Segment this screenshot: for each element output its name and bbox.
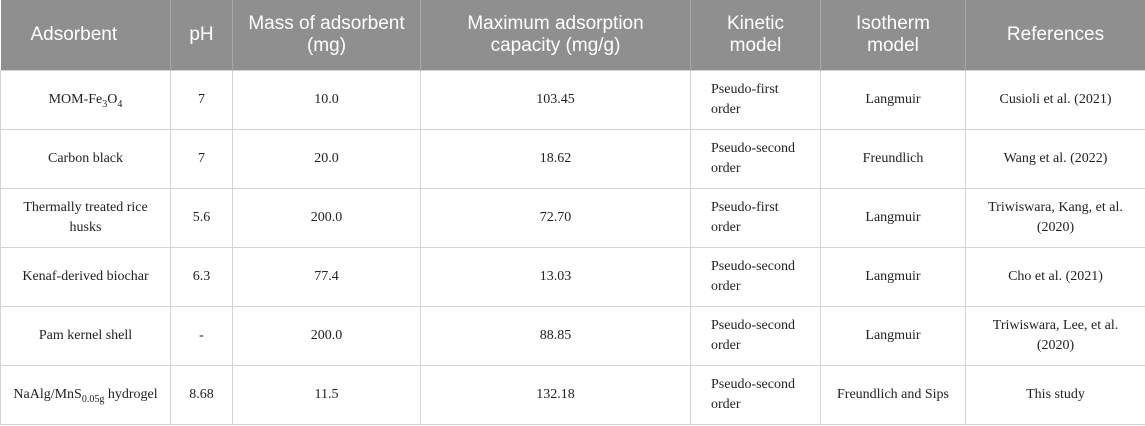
table-cell: Wang et al. (2022) [965,129,1145,189]
table-row: NaAlg/MnS0.05g hydrogel 8.68 11.5 132.18 Pse… [0,365,1145,425]
text-part: NaAlg/MnS [13,387,82,402]
table-cell: Carbon black [0,129,171,189]
table-cell: NaAlg/MnS0.05g hydrogel [0,365,171,425]
table-row: Thermally treated rice husks 5.6 200.0 72.7… [0,188,1145,248]
table-cell: 200.0 [232,188,421,248]
text-part: O [107,92,118,107]
table-cell: Langmuir [820,247,966,307]
header-cell: References [965,0,1145,71]
table-row: Pam kernel shell -200.0 88.85 Pseudo-second… [0,306,1145,366]
header-cell: Adsorbent [0,0,171,71]
table-cell: 132.18 [420,365,691,425]
header-cell: pH [170,0,233,71]
table-cell: Cusioli et al. (2021) [965,70,1145,130]
table-cell: Pseudo-first order [690,188,821,248]
table-cell: This study [965,365,1145,425]
table-cell: Triwiswara, Kang, et al. (2020) [965,188,1145,248]
header-cell: Mass of adsorbent (mg) [232,0,421,71]
table-cell: 11.5 [232,365,421,425]
header-cell: Isotherm model [820,0,966,71]
table-cell: Pseudo-second order [690,247,821,307]
table-cell: - [170,306,233,366]
table-cell: MOM-Fe3O4 [0,70,171,130]
text-part: MOM-Fe [48,92,103,107]
table-cell: 7 [170,129,233,189]
table-cell: Cho et al. (2021) [965,247,1145,307]
table-cell: 6.3 [170,247,233,307]
table-cell: 10.0 [232,70,421,130]
subscript: 4 [117,98,123,110]
table-row: Carbon black 7 20.0 18.62 Pseudo-second orde… [0,129,1145,189]
table-cell: Pseudo-first order [690,70,821,130]
header-cell: Maximum adsorption capacity (mg/g) [420,0,691,71]
table-cell: 103.45 [420,70,691,130]
table-cell: Pseudo-second order [690,129,821,189]
text-part: hydrogel [104,387,158,402]
table-cell: 8.68 [170,365,233,425]
table-cell: Thermally treated rice husks [0,188,171,248]
table-cell: Freundlich and Sips [820,365,966,425]
table-cell: 88.85 [420,306,691,366]
header-cell: Kinetic model [690,0,821,71]
table-row: Kenaf-derived biochar 6.3 77.4 13.03 Pseudo-… [0,247,1145,307]
table-cell: 200.0 [232,306,421,366]
table-cell: Kenaf-derived biochar [0,247,171,307]
table-cell: 13.03 [420,247,691,307]
table-cell: Freundlich [820,129,966,189]
table-cell: 5.6 [170,188,233,248]
table-cell: Triwiswara, Lee, et al. (2020) [965,306,1145,366]
table-row: MOM-Fe3O4 7 10.0 103.45 Pseudo-first order La… [0,70,1145,130]
table-cell: Pseudo-second order [690,306,821,366]
header-row: Adsorbent pH Mass of adsorbent (mg) Maximum… [0,0,1145,71]
subscript: 3 [102,98,108,110]
table-cell: 77.4 [232,247,421,307]
table-cell: Langmuir [820,188,966,248]
table-cell: Pseudo-second order [690,365,821,425]
table-cell: 20.0 [232,129,421,189]
table-cell: Langmuir [820,306,966,366]
table-cell: 72.70 [420,188,691,248]
table-header: Adsorbent pH Mass of adsorbent (mg) Maximum… [0,0,1145,71]
table-cell: 18.62 [420,129,691,189]
subscript: 0.05g [81,393,105,405]
table-cell: Langmuir [820,70,966,130]
table-body: MOM-Fe3O4 7 10.0 103.45 Pseudo-first order La… [0,70,1145,425]
table-cell: Pam kernel shell [0,306,171,366]
table-cell: 7 [170,70,233,130]
